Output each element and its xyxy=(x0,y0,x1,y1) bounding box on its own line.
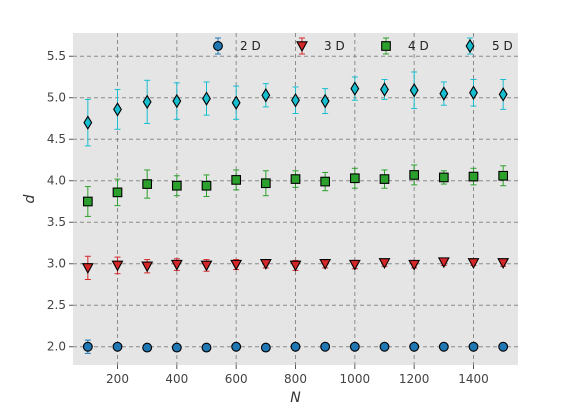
data-point xyxy=(438,172,449,183)
legend-entry: 5 D xyxy=(465,37,513,55)
x-tick-label: 1000 xyxy=(340,372,371,386)
data-point xyxy=(142,179,153,189)
data-point xyxy=(231,95,241,110)
legend-marker xyxy=(381,41,391,51)
data-point xyxy=(290,174,301,184)
y-tick-label: 2.0 xyxy=(47,340,66,354)
y-tick-label: 3.0 xyxy=(47,257,66,271)
data-point xyxy=(171,180,182,191)
data-point xyxy=(498,87,508,102)
data-point xyxy=(82,341,93,352)
data-point xyxy=(171,342,182,353)
data-point xyxy=(260,178,271,189)
data-point xyxy=(468,341,479,352)
data-point xyxy=(350,81,360,96)
data-point xyxy=(290,341,301,352)
x-axis-ticks: 200 400 600 800 1000 1200 1400 xyxy=(106,365,489,386)
legend-marker xyxy=(465,38,475,54)
series-4 xyxy=(83,71,508,147)
y-axis-label: d xyxy=(22,194,38,203)
data-point xyxy=(378,258,391,270)
data-point xyxy=(259,258,272,270)
x-tick-label: 1200 xyxy=(399,372,430,386)
data-point xyxy=(408,259,421,271)
y-tick-label: 5.5 xyxy=(47,49,66,63)
data-point xyxy=(380,82,389,97)
grid xyxy=(73,33,518,365)
y-tick-label: 5.0 xyxy=(47,91,66,105)
data-point xyxy=(200,260,213,272)
data-point xyxy=(230,259,243,271)
legend-label: 4 D xyxy=(408,39,429,53)
legend-entry: 4 D xyxy=(381,37,429,55)
data-point xyxy=(170,259,183,271)
data-point xyxy=(468,171,479,182)
data-point xyxy=(349,173,360,184)
data-point xyxy=(289,260,302,272)
x-tick-label: 800 xyxy=(284,372,307,386)
legend-label: 5 D xyxy=(492,39,513,53)
data-point xyxy=(349,341,360,352)
legend-marker xyxy=(296,41,308,53)
series-3 xyxy=(82,164,509,217)
data-point xyxy=(112,341,123,352)
data-point xyxy=(469,85,478,101)
data-point xyxy=(142,342,153,353)
data-point xyxy=(439,86,449,101)
y-tick-label: 4.0 xyxy=(47,174,66,188)
data-point xyxy=(231,175,242,185)
data-point xyxy=(379,174,390,184)
data-point xyxy=(498,170,509,181)
data-point xyxy=(113,102,122,117)
data-point xyxy=(319,258,332,270)
x-tick-label: 200 xyxy=(106,372,129,386)
data-point xyxy=(201,342,212,353)
series-layer xyxy=(81,71,510,354)
data-point xyxy=(261,87,271,103)
legend-label: 3 D xyxy=(324,39,345,53)
data-point xyxy=(111,260,124,272)
y-tick-label: 2.5 xyxy=(47,298,66,312)
data-point xyxy=(467,258,480,270)
legend-entry: 3 D xyxy=(296,37,345,55)
legend-marker xyxy=(213,41,223,51)
series-2 xyxy=(81,255,510,281)
x-tick-label: 400 xyxy=(165,372,188,386)
data-point xyxy=(201,180,212,191)
data-point xyxy=(320,176,331,187)
data-point xyxy=(348,259,361,271)
data-point xyxy=(409,170,420,180)
x-axis-label: N xyxy=(290,390,301,406)
data-point xyxy=(438,341,449,352)
legend: 2 D 3 D 4 D 5 D xyxy=(213,37,513,55)
data-point xyxy=(231,341,242,352)
data-point xyxy=(112,187,123,198)
data-point xyxy=(202,91,211,106)
x-tick-label: 1400 xyxy=(458,372,489,386)
data-point xyxy=(83,115,93,130)
data-point xyxy=(291,92,300,108)
data-point xyxy=(437,257,450,269)
legend-label: 2 D xyxy=(240,39,261,53)
data-point xyxy=(409,341,420,352)
data-point xyxy=(409,83,419,98)
data-point xyxy=(320,93,330,109)
data-point xyxy=(497,258,510,270)
data-point xyxy=(379,341,390,352)
data-point xyxy=(260,342,271,353)
y-axis-ticks: 2.0 2.5 3.0 3.5 4.0 4.5 5.0 5.5 xyxy=(47,49,73,354)
data-point xyxy=(320,341,331,352)
y-tick-label: 3.5 xyxy=(47,215,66,229)
y-tick-label: 4.5 xyxy=(47,132,66,146)
data-point xyxy=(81,263,94,275)
data-point xyxy=(142,94,152,110)
legend-entry: 2 D xyxy=(213,37,261,55)
data-point xyxy=(172,93,182,109)
x-tick-label: 600 xyxy=(225,372,248,386)
data-point xyxy=(141,261,154,273)
data-point xyxy=(82,196,93,207)
data-point xyxy=(498,341,509,352)
series-1 xyxy=(82,339,509,354)
